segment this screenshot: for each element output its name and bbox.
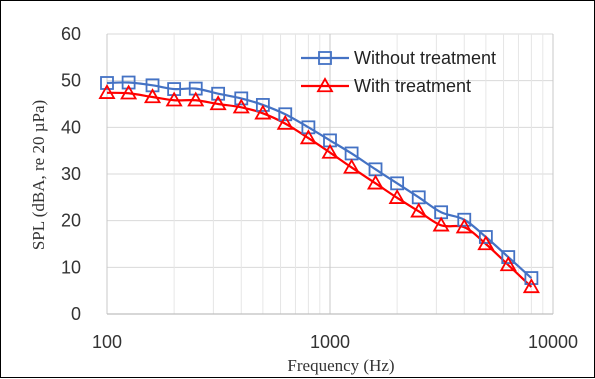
- y-tick-label: 60: [61, 24, 81, 44]
- grid-lines: [106, 33, 554, 314]
- data-point-with-treatment: [455, 218, 473, 234]
- data-point-with-treatment: [499, 256, 517, 272]
- y-tick-label: 40: [61, 117, 81, 137]
- x-tick-label: 1000: [310, 332, 350, 352]
- y-tick-label: 50: [61, 71, 81, 91]
- data-point-with-treatment: [143, 88, 162, 104]
- data-point-without-treatment: [234, 91, 249, 106]
- data-point-with-treatment: [254, 104, 272, 120]
- legend-label-without-treatment: Without treatment: [354, 48, 496, 68]
- tick-labels: 0 10 20 30 40 50 60 100 1000 10000: [61, 24, 578, 352]
- series-lines: [106, 81, 533, 288]
- y-tick-label: 30: [61, 164, 81, 184]
- data-point-with-treatment: [343, 158, 361, 174]
- data-point-with-treatment: [276, 114, 294, 130]
- x-tick-label: 10000: [528, 332, 578, 352]
- data-point-with-treatment: [321, 143, 339, 159]
- data-point-with-treatment: [299, 129, 317, 145]
- series-line-with-treatment: [106, 91, 533, 288]
- data-point-with-treatment: [165, 91, 183, 107]
- legend-marker-without-treatment: [318, 51, 332, 65]
- y-tick-label: 10: [61, 257, 81, 277]
- data-point-with-treatment: [366, 174, 385, 190]
- data-point-without-treatment: [524, 271, 539, 285]
- y-tick-label: 0: [71, 304, 81, 324]
- legend-label-with-treatment: With treatment: [354, 76, 471, 96]
- x-tick-label: 100: [92, 332, 122, 352]
- data-point-without-treatment: [278, 107, 293, 122]
- data-point-without-treatment: [301, 120, 316, 135]
- x-axis-title: Frequency (Hz): [287, 356, 394, 375]
- y-axis-title: SPL (dBA, re 20 µPa): [29, 100, 48, 250]
- data-point-with-treatment: [209, 95, 227, 111]
- data-point-without-treatment: [211, 86, 226, 101]
- y-tick-label: 20: [61, 211, 81, 231]
- data-point-with-treatment: [432, 216, 450, 232]
- data-point-with-treatment: [477, 235, 495, 251]
- data-point-with-treatment: [410, 202, 428, 218]
- data-point-without-treatment: [121, 75, 136, 90]
- legend: Without treatment With treatment: [301, 48, 496, 96]
- data-point-with-treatment: [232, 98, 250, 114]
- series-line-without-treatment: [106, 81, 533, 279]
- data-point-with-treatment: [98, 83, 116, 99]
- data-point-with-treatment: [187, 91, 205, 107]
- data-point-with-treatment: [120, 84, 138, 100]
- legend-marker-with-treatment: [316, 77, 334, 93]
- data-point-with-treatment: [522, 278, 540, 294]
- data-point-without-treatment: [478, 230, 493, 244]
- data-point-without-treatment: [457, 212, 472, 227]
- data-point-with-treatment: [388, 188, 406, 204]
- data-point-without-treatment: [100, 76, 114, 90]
- data-point-without-treatment: [501, 250, 516, 264]
- data-point-without-treatment: [255, 98, 270, 112]
- data-markers: [98, 75, 540, 294]
